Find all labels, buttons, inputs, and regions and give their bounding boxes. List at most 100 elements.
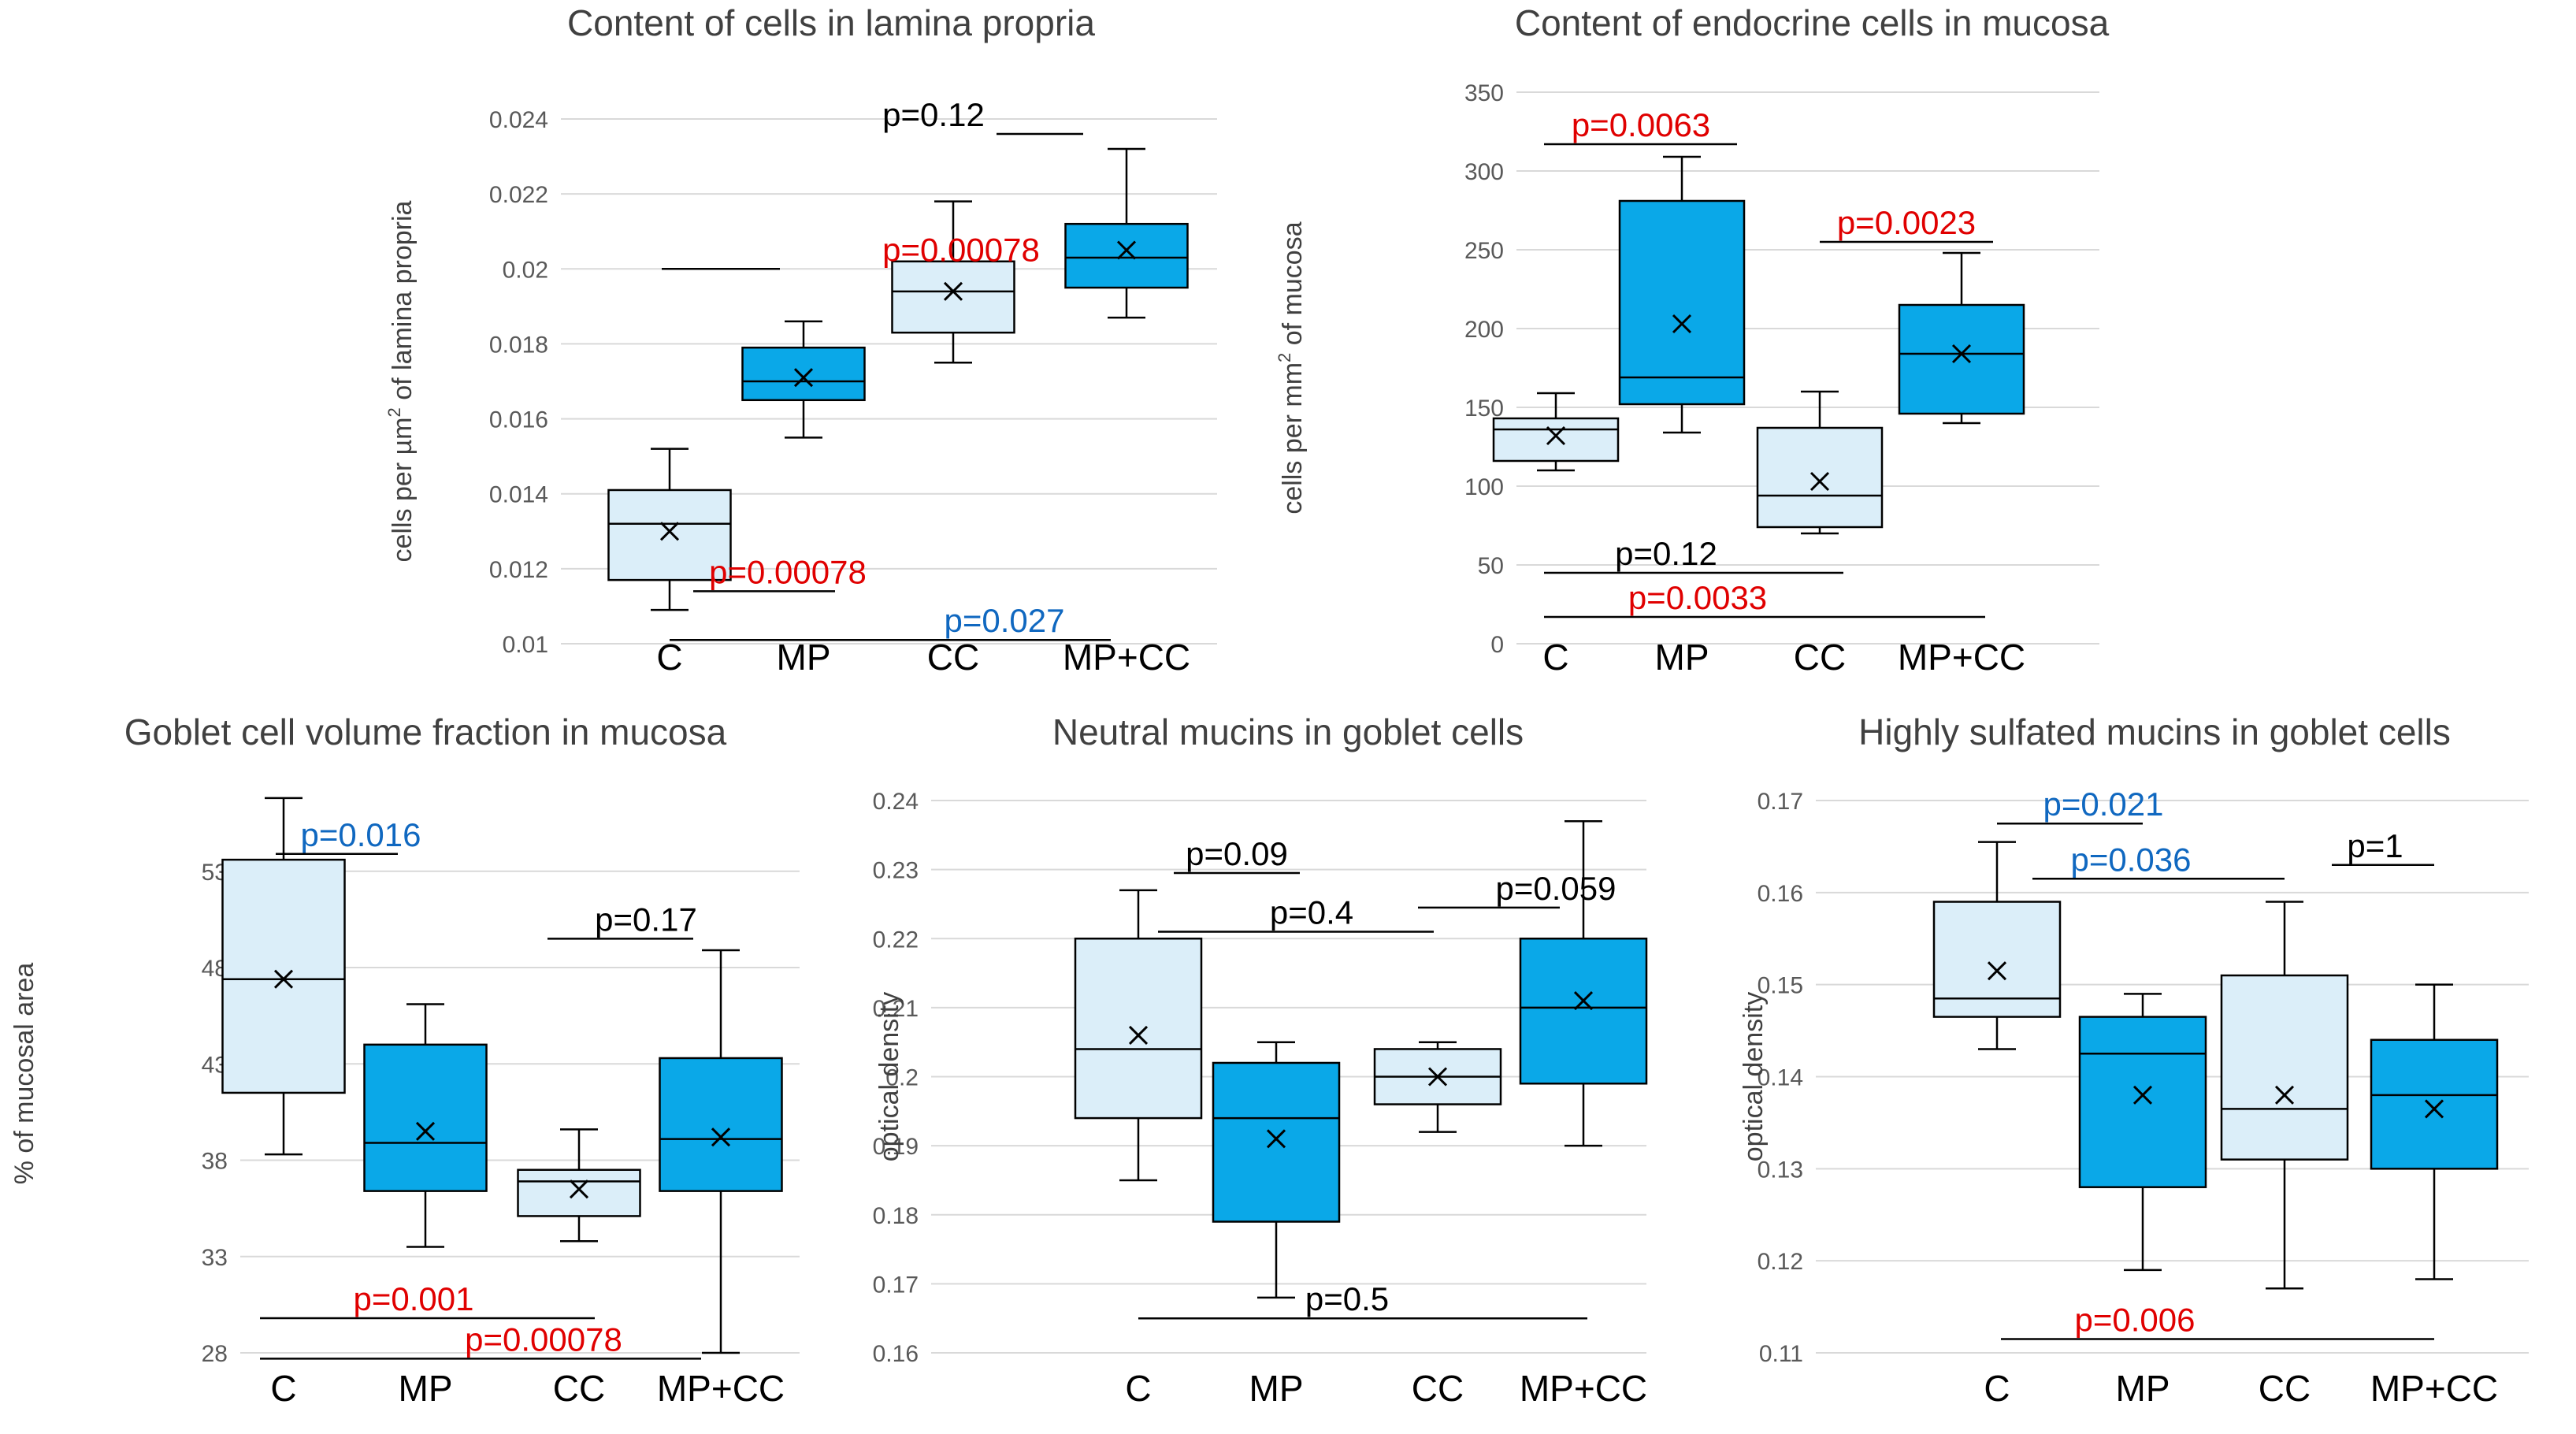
box-iqr [363,1043,488,1192]
chart-panel-2: Content of endocrine cells in mucosa 0 50 1… [1275,2,2110,678]
y-tick-label: 0.02 [503,257,548,283]
box-iqr [1519,938,1648,1085]
y-tick-label: 0.12 [1758,1249,1803,1275]
box-iqr [1898,303,2025,415]
mean-marker [659,522,680,541]
box-MP [1618,155,1746,434]
box-iqr [2220,974,2349,1161]
box-iqr [2370,1038,2499,1170]
mean-marker [1573,991,1594,1011]
box-iqr [1212,1061,1341,1223]
y-tick-label: 0.16 [873,1341,919,1367]
y-tick-label: 0.13 [1758,1157,1803,1183]
y-axis-label-text: of lamina propria [388,200,418,407]
x-category-label: MP+CC [2370,1368,2498,1409]
y-axis-label-text: cells per mm [1278,362,1308,515]
box-MP [363,1003,488,1248]
mean-marker [1128,1025,1149,1045]
box-MP+CC [2370,983,2499,1280]
chart-title: Highly sulfated mucins in goblet cells [1858,711,2451,752]
chart-panel-1: Content of cells in lamina propria 0.01 0.… [384,2,1217,678]
box-iqr [221,858,346,1094]
y-tick-label: 0.01 [503,632,548,658]
p-value-label: p=0.00078 [465,1321,622,1358]
mean-marker [1116,240,1137,260]
y-tick-label: 150 [1464,396,1504,422]
y-tick-label: 300 [1464,159,1504,185]
y-axis-label: optical density [1739,992,1769,1161]
p-value-label: p=0.0063 [1572,106,1710,143]
mean-marker [2274,1085,2295,1105]
x-category-label: CC [2259,1368,2311,1409]
box-MP [741,320,866,439]
x-category-label: C [656,637,682,678]
x-category-label: MP [777,637,831,678]
p-value-label: p=0.5 [1305,1280,1389,1317]
mean-marker [1546,425,1566,446]
x-category-label: C [1542,637,1568,678]
y-tick-label: 0.23 [873,858,919,884]
box-MP [1212,1041,1341,1299]
y-tick-label: 0.21 [873,996,919,1022]
box-iqr [607,489,732,581]
box-MP [2078,993,2207,1272]
mean-marker [1427,1067,1448,1087]
mean-marker [569,1180,589,1199]
p-value-label: p=0.00078 [882,231,1040,268]
p-value-label: p=0.0023 [1837,204,1976,241]
y-tick-label: 200 [1464,317,1504,343]
chart-title: Content of cells in lamina propria [567,2,1095,43]
box-MP+CC [1064,147,1189,319]
mean-marker [415,1121,436,1141]
box-iqr [517,1168,641,1217]
x-category-label: MP+CC [1520,1368,1647,1409]
box-C [221,797,346,1156]
x-category-label: MP [1249,1368,1304,1409]
box-iqr [1074,938,1203,1120]
y-axis-label: cells per mm2 of mucosa [1275,221,1308,514]
x-category-label: CC [553,1368,605,1409]
y-tick-label: 0.18 [873,1203,919,1229]
mean-marker [793,368,814,388]
y-tick-label: 0.22 [873,927,919,953]
box-C [1492,392,1620,472]
box-CC [1373,1041,1502,1133]
box-iqr [1756,426,1884,529]
box-iqr [891,260,1015,334]
p-value-label: p=0.016 [301,816,421,853]
y-tick-label: 0.012 [489,557,548,583]
x-category-label: C [1984,1368,2010,1409]
x-category-label: CC [927,637,979,678]
box-CC [517,1128,641,1243]
y-axis-label-text: cells per µm [388,417,418,562]
y-tick-label: 0.14 [1758,1065,1803,1091]
y-tick-label: 250 [1464,238,1504,264]
p-value-label: p=0.059 [1496,870,1616,907]
p-value-label: p=0.001 [354,1280,474,1317]
y-tick-label: 0.16 [1758,881,1803,907]
y-axis-label: optical density [874,992,904,1161]
y-axis-label-text: optical density [1739,992,1769,1161]
box-iqr [2078,1016,2207,1188]
y-tick-label: 0.016 [489,407,548,433]
mean-marker [1266,1129,1286,1149]
chart-title: Neutral mucins in goblet cells [1052,711,1524,752]
y-tick-label: 0.018 [489,332,548,358]
p-value-label: p=0.17 [595,901,697,938]
y-tick-label: 38 [202,1149,228,1175]
box-C [1074,889,1203,1182]
x-category-label: MP+CC [657,1368,785,1409]
y-axis-label-text: optical density [874,992,904,1161]
mean-marker [943,281,963,301]
box-iqr [1932,901,2062,1018]
x-category-label: MP+CC [1898,637,2025,678]
p-value-label: p=0.12 [882,96,985,133]
x-category-label: MP [2116,1368,2170,1409]
x-category-label: CC [1794,637,1846,678]
p-value-label: p=0.4 [1270,893,1353,931]
y-tick-label: 0.024 [489,107,548,133]
y-axis-label-text: % of mucosal area [9,963,39,1185]
mean-marker [1672,314,1692,334]
y-tick-label: 28 [202,1341,228,1367]
